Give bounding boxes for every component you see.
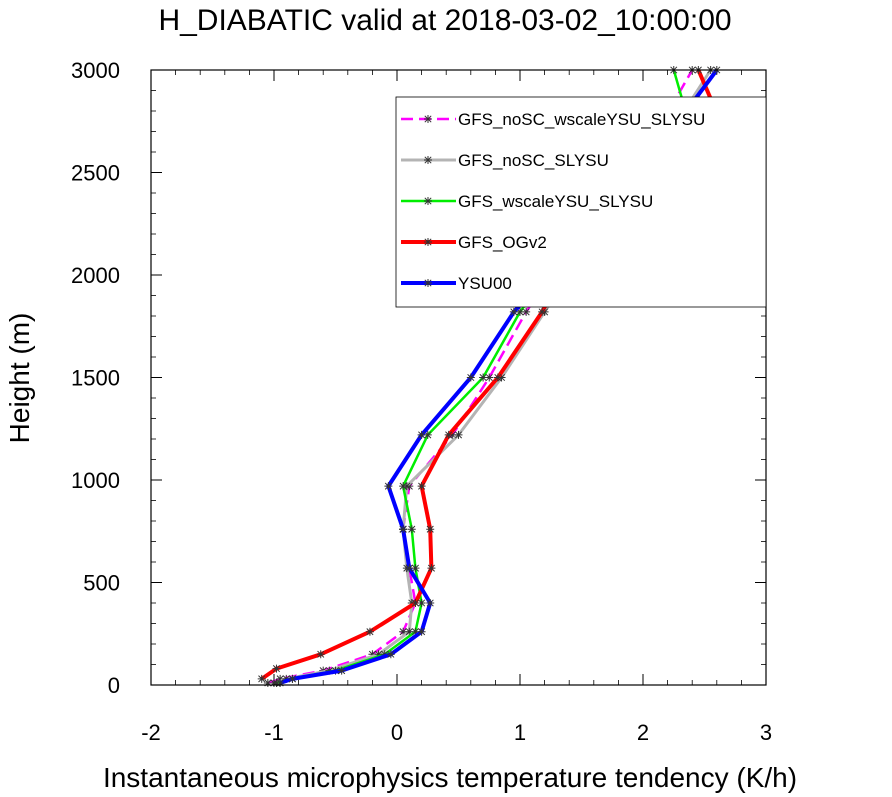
data-point-marker	[411, 627, 420, 636]
data-point-marker	[316, 650, 325, 659]
y-tick-label: 500	[83, 571, 120, 596]
data-point-marker	[411, 599, 420, 607]
data-point-marker	[257, 674, 266, 683]
x-tick-label: 0	[391, 720, 403, 745]
legend-label: YSU00	[458, 274, 512, 293]
legend-box	[395, 96, 767, 308]
legend-item: GFS_noSC_SLYSU	[401, 151, 609, 170]
data-point-marker	[386, 650, 395, 659]
data-point-marker	[276, 678, 285, 687]
data-point-marker	[399, 627, 408, 636]
data-point-marker	[454, 430, 463, 439]
data-point-marker	[365, 627, 374, 636]
data-point-marker	[399, 482, 408, 491]
data-point-marker	[426, 525, 435, 534]
chart-title: H_DIABATIC valid at 2018-03-02_10:00:00	[158, 4, 731, 37]
x-tick-label: 1	[514, 720, 526, 745]
legend-marker	[424, 115, 432, 123]
data-point-marker	[522, 307, 531, 316]
data-point-marker	[337, 666, 346, 675]
data-point-marker	[263, 678, 272, 687]
x-axis-label: Instantaneous microphysics temperature t…	[103, 762, 797, 793]
x-tick-label: 2	[637, 720, 649, 745]
plot-frame	[150, 69, 767, 686]
data-point-marker	[374, 650, 383, 659]
data-point-marker	[427, 564, 436, 573]
data-point-marker	[444, 430, 453, 439]
x-tick-label: 3	[760, 720, 772, 745]
data-point-marker	[423, 430, 432, 439]
legend-marker	[424, 279, 432, 287]
legend-item: GFS_wscaleYSU_SLYSU	[401, 192, 653, 211]
y-axis-label: Height (m)	[4, 313, 35, 444]
data-point-marker	[272, 664, 281, 673]
data-point-marker	[399, 525, 408, 534]
data-point-marker	[276, 674, 285, 683]
y-tick-label: 0	[108, 673, 120, 698]
data-point-marker	[417, 627, 426, 636]
y-tick-label: 1500	[71, 366, 120, 391]
data-point-marker	[479, 373, 488, 382]
legend-marker	[424, 238, 432, 246]
data-point-marker	[411, 564, 420, 573]
legend-label: GFS_wscaleYSU_SLYSU	[458, 192, 653, 211]
tick-labels: -2 -1 0 1 2 3 0 500 1000 1500 2000 2500 3000	[71, 58, 772, 745]
data-point-marker	[407, 525, 416, 534]
legend-label: GFS_noSC_wscaleYSU_SLYSU	[458, 110, 705, 129]
data-point-marker	[405, 564, 414, 573]
legend-item: GFS_noSC_wscaleYSU_SLYSU	[401, 110, 705, 129]
legend-label: GFS_noSC_SLYSU	[458, 151, 609, 170]
data-point-marker	[405, 627, 414, 636]
data-point-marker	[538, 307, 547, 316]
y-tick-label: 3000	[71, 58, 120, 83]
legend: GFS_noSC_wscaleYSU_SLYSU GFS_noSC_SLYSU GF…	[395, 96, 767, 308]
legend-item: GFS_OGv2	[401, 233, 547, 252]
legend-label: GFS_OGv2	[458, 233, 547, 252]
data-point-marker	[466, 373, 475, 382]
data-point-marker	[417, 430, 426, 439]
data-point-marker	[368, 650, 377, 659]
y-tick-label: 2500	[71, 161, 120, 186]
data-point-marker	[384, 482, 393, 491]
data-point-marker	[509, 307, 518, 316]
data-point-marker	[417, 482, 426, 491]
x-tick-label: -1	[264, 720, 284, 745]
data-point-marker	[485, 373, 494, 382]
legend-marker	[424, 197, 432, 205]
legend-item: YSU00	[401, 274, 512, 293]
y-tick-label: 1000	[71, 468, 120, 493]
data-point-marker	[288, 674, 297, 683]
legend-marker	[424, 156, 432, 164]
data-point-marker	[516, 307, 524, 316]
data-point-marker	[417, 599, 426, 607]
y-tick-label: 2000	[71, 263, 120, 288]
data-point-marker	[426, 599, 435, 607]
x-tick-label: -2	[141, 720, 161, 745]
data-point-marker	[493, 373, 502, 382]
